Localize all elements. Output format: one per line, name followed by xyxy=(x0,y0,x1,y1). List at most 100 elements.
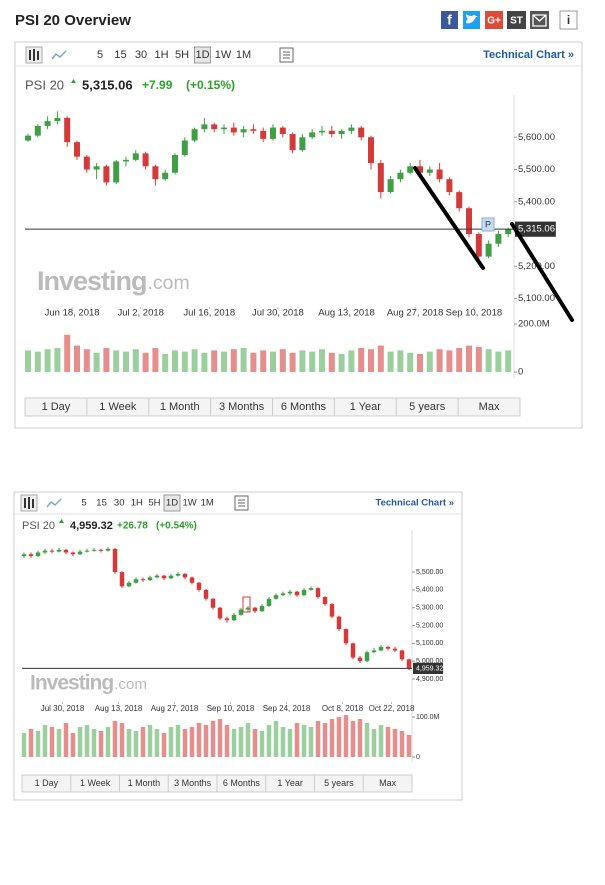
y-tick-label: 5,600.00 xyxy=(518,132,555,143)
candle-body xyxy=(42,550,48,553)
interval-button[interactable]: 15 xyxy=(114,49,126,61)
volume-bar xyxy=(217,719,223,757)
interval-button[interactable]: 1M xyxy=(236,49,251,61)
mail-icon xyxy=(532,14,547,27)
interval-active xyxy=(194,46,211,64)
range-button[interactable]: 1 Month xyxy=(128,778,161,788)
volume-bar xyxy=(294,723,300,757)
candle-body xyxy=(201,124,208,130)
candle-body xyxy=(152,166,159,180)
interval-button[interactable]: 1H xyxy=(131,498,143,509)
x-tick-label: Jul 30, 2018 xyxy=(252,308,304,319)
range-button[interactable]: 1 Year xyxy=(350,401,382,413)
volume-bar xyxy=(21,733,27,757)
range-button[interactable]: 3 Months xyxy=(219,401,265,413)
range-button[interactable]: Max xyxy=(479,401,500,413)
candle-body xyxy=(119,572,125,587)
up-marker xyxy=(71,79,76,83)
candle-body xyxy=(25,135,31,141)
volume-bar xyxy=(44,349,51,372)
line-chart-button[interactable] xyxy=(46,498,62,508)
volume-bar xyxy=(259,731,265,757)
volume-bar xyxy=(56,729,62,757)
volume-bar xyxy=(83,349,90,372)
interval-button[interactable]: 5 xyxy=(81,498,86,509)
range-button[interactable]: 6 Months xyxy=(281,401,327,413)
candle-body xyxy=(387,179,394,193)
candle-body xyxy=(172,155,178,173)
range-button[interactable]: 5 years xyxy=(409,401,446,413)
volume-bar xyxy=(343,715,349,757)
range-button[interactable]: Max xyxy=(379,778,397,788)
candle-body xyxy=(294,591,300,596)
candle-body xyxy=(231,614,237,621)
stocktwits-button[interactable] xyxy=(507,11,526,29)
technical-chart-link[interactable]: Technical Chart » xyxy=(483,49,574,61)
candle-body xyxy=(35,552,41,557)
candle-body xyxy=(336,616,342,630)
range-button[interactable]: 5 years xyxy=(324,778,354,788)
volume-bar xyxy=(299,350,306,372)
candle-body xyxy=(466,208,472,235)
interval-button[interactable]: 30 xyxy=(135,49,147,61)
info-button[interactable] xyxy=(559,10,578,30)
interval-button[interactable]: 1W xyxy=(182,498,196,509)
gplus-button[interactable] xyxy=(485,11,503,29)
range-button[interactable]: 6 Months xyxy=(223,778,261,788)
volume-bar xyxy=(119,723,125,757)
interval-button[interactable]: 1M xyxy=(201,498,214,509)
gplus-label: G+ xyxy=(487,16,501,27)
volume-bar xyxy=(270,351,276,372)
volume-bar xyxy=(456,348,463,372)
interval-button[interactable]: 1W xyxy=(215,49,232,61)
volume-bar xyxy=(112,721,118,757)
settings-icon xyxy=(283,51,290,59)
volume-bar xyxy=(175,725,181,757)
range-button[interactable]: 1 Year xyxy=(277,778,303,788)
volume-bar xyxy=(210,721,216,757)
page-title: PSI 20 Overview xyxy=(15,12,131,29)
candle-body xyxy=(319,130,325,133)
volume-bar xyxy=(25,350,31,372)
candle-body xyxy=(132,153,139,160)
candle-body xyxy=(211,124,218,130)
candle-body xyxy=(175,573,181,576)
candle-body xyxy=(368,137,374,164)
range-button[interactable]: 1 Day xyxy=(35,778,59,788)
line-chart-button[interactable] xyxy=(51,50,67,60)
x-tick-label: Sep 10, 2018 xyxy=(207,704,255,713)
y-tick-label: 5,400.00 xyxy=(518,196,555,207)
volume-bar xyxy=(103,348,110,372)
interval-button[interactable]: 15 xyxy=(96,498,107,509)
volume-bar xyxy=(315,721,321,757)
interval-button[interactable]: 5 xyxy=(97,49,103,61)
interval-button[interactable]: 1H xyxy=(154,49,168,61)
interval-button[interactable]: 1D xyxy=(195,49,209,61)
range-button[interactable]: 3 Months xyxy=(174,778,212,788)
volume-bar xyxy=(426,351,433,372)
candle-body xyxy=(266,598,272,606)
range-button[interactable]: 1 Month xyxy=(160,401,200,413)
interval-button[interactable]: 1D xyxy=(166,498,178,509)
interval-button[interactable]: 5H xyxy=(175,49,189,61)
event-marker[interactable] xyxy=(481,217,495,232)
interval-button[interactable]: 5H xyxy=(148,498,160,509)
volume-bar xyxy=(54,348,61,372)
candle-body xyxy=(315,588,321,598)
up-marker xyxy=(59,519,64,523)
candle-body xyxy=(260,130,267,139)
range-button[interactable]: 1 Week xyxy=(80,778,111,788)
facebook-button[interactable] xyxy=(441,11,458,29)
x-tick-label: Oct 8, 2018 xyxy=(322,704,364,713)
range-button[interactable]: 1 Week xyxy=(99,401,137,413)
volume-bar xyxy=(392,729,398,757)
interval-button[interactable]: 30 xyxy=(114,498,125,509)
y-tick-label: 4,900.00 xyxy=(416,676,443,683)
y-tick-label: 5,300.00 xyxy=(416,605,443,612)
range-button[interactable]: 1 Day xyxy=(42,401,71,413)
volume-bar xyxy=(336,717,342,757)
volume-bar xyxy=(350,721,356,757)
technical-chart-link[interactable]: Technical Chart » xyxy=(376,498,455,509)
candle-body xyxy=(329,604,335,617)
volume-bar xyxy=(446,350,453,372)
